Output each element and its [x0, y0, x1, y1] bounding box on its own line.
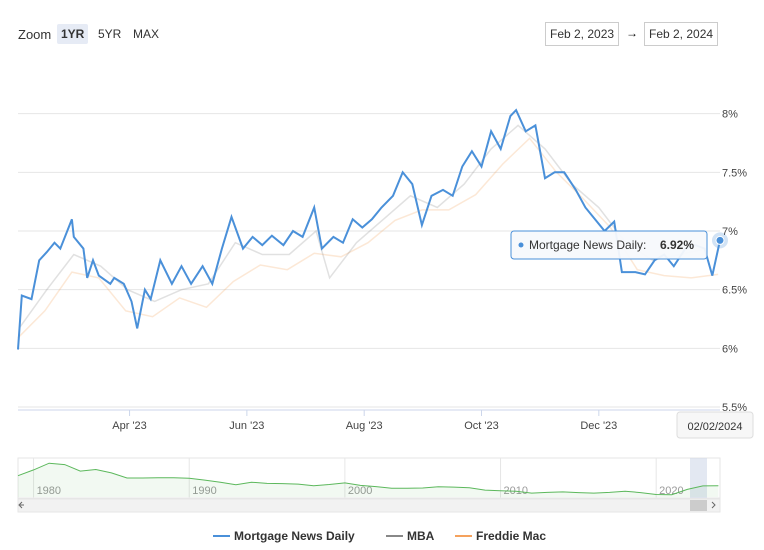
tooltip-box — [510, 230, 708, 260]
navigator-line — [17, 462, 719, 496]
legend-label: MBA — [407, 529, 435, 543]
tooltip-symbol — [518, 242, 524, 248]
tooltip-value: 6.92% — [660, 238, 694, 252]
legend-label: Mortgage News Daily — [234, 529, 355, 543]
y-tick-label: 7.5% — [722, 167, 747, 179]
legend-item[interactable]: MBA — [386, 529, 435, 543]
zoom-button[interactable]: 5YR — [98, 27, 122, 41]
x-tick-label: Aug '23 — [346, 420, 383, 432]
date-flag — [676, 411, 754, 439]
scrollbar-thumb[interactable] — [690, 500, 707, 511]
x-tick-label: Dec '23 — [580, 420, 617, 432]
date-flag-text: 02/02/2024 — [687, 421, 742, 433]
hover-point — [715, 235, 725, 245]
tooltip-label: Mortgage News Daily: — [529, 238, 646, 252]
y-tick-label: 6.5% — [722, 285, 747, 297]
scrollbar[interactable] — [17, 498, 721, 513]
date-to[interactable]: Feb 2, 2024 — [644, 22, 719, 46]
date-from[interactable]: Feb 2, 2023 — [545, 22, 620, 46]
x-tick-label: Apr '23 — [112, 420, 147, 432]
legend-label: Freddie Mac — [476, 529, 546, 543]
navigator-tick-label: 1990 — [192, 485, 216, 497]
legend-item[interactable]: Freddie Mac — [455, 529, 546, 543]
series-line — [19, 124, 707, 328]
navigator-tick-label: 2000 — [348, 485, 372, 497]
zoom-button[interactable]: 1YR — [57, 24, 89, 44]
x-tick-label: Oct '23 — [464, 420, 499, 432]
date-arrow: → — [626, 26, 638, 40]
navigator-tick-label: 1980 — [37, 485, 61, 497]
navigator-tick-label: 2020 — [659, 485, 683, 497]
scroll-left[interactable] — [18, 501, 24, 509]
zoom-label: Zoom — [18, 27, 52, 42]
y-tick-label: 7% — [722, 226, 738, 238]
series-line — [17, 108, 721, 350]
y-tick-label: 5.5% — [722, 402, 747, 414]
scroll-right[interactable] — [711, 501, 716, 509]
navigator-area — [18, 463, 719, 497]
y-tick-label: 8% — [722, 109, 738, 121]
x-tick-label: Jun '23 — [229, 420, 264, 432]
navigator-frame — [17, 457, 721, 499]
zoom-button[interactable]: MAX — [133, 27, 160, 41]
legend-item[interactable]: Mortgage News Daily — [213, 529, 355, 543]
y-tick-label: 6% — [722, 343, 738, 355]
